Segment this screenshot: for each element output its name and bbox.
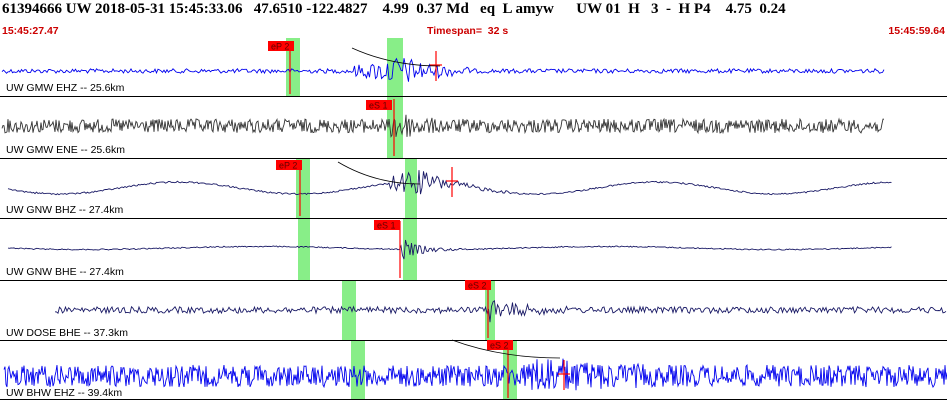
pick-window-highlight	[387, 38, 403, 96]
seismic-trace[interactable]	[1, 114, 885, 138]
phase-pick-label: eP 2	[279, 161, 297, 171]
seismic-trace[interactable]	[54, 299, 947, 323]
seismic-trace[interactable]	[1, 57, 885, 82]
event-summary-line: 61394666 UW 2018-05-31 15:45:33.06 47.65…	[2, 1, 786, 17]
coda-envelope-curve	[351, 47, 441, 67]
pick-window-highlight	[403, 218, 417, 280]
channel-label: UW GMW EHZ -- 25.6km	[6, 82, 125, 94]
timespan-label: Timespan= 32 s	[427, 25, 509, 37]
pick-window-highlight	[298, 218, 310, 280]
phase-pick-tag[interactable]	[268, 41, 294, 51]
phase-pick-label: eS 2	[468, 281, 487, 291]
channel-label: UW DOSE BHE -- 37.3km	[6, 327, 128, 339]
phase-pick-tag[interactable]	[276, 160, 302, 170]
pick-window-highlight	[485, 280, 495, 340]
pick-window-highlight	[342, 280, 356, 340]
coda-envelope-curve	[337, 161, 421, 185]
seismogram-panel[interactable]: eP 2 UW GMW EHZ -- 25.6km eS 1 UW GMW ENE -…	[0, 38, 947, 400]
channel-label: UW GNW BHE -- 27.4km	[6, 266, 124, 278]
phase-pick-tag[interactable]	[487, 340, 513, 350]
end-time-label: 15:45:59.64	[888, 25, 945, 37]
seismic-trace[interactable]	[7, 170, 892, 196]
phase-pick-label: eP 2	[271, 42, 289, 52]
phase-pick-tag[interactable]	[366, 100, 392, 110]
phase-pick-tag[interactable]	[374, 220, 400, 230]
seismic-trace[interactable]	[3, 358, 947, 391]
phase-pick-label: eS 1	[369, 101, 388, 111]
seismic-trace[interactable]	[7, 239, 892, 260]
channel-label: UW BHW EHZ -- 39.4km	[6, 387, 122, 399]
phase-pick-label: eS 1	[377, 221, 396, 231]
time-bar: 15:45:27.47 Timespan= 32 s 15:45:59.64	[0, 24, 947, 38]
phase-pick-tag[interactable]	[465, 280, 491, 290]
phase-pick-label: eS 2	[490, 341, 509, 351]
pick-window-highlight	[351, 340, 365, 400]
channel-label: UW GNW BHZ -- 27.4km	[6, 204, 124, 216]
event-header: 61394666 UW 2018-05-31 15:45:33.06 47.65…	[0, 0, 947, 24]
coda-envelope-curve	[451, 339, 561, 359]
start-time-label: 15:45:27.47	[2, 25, 59, 37]
channel-label: UW GMW ENE -- 25.6km	[6, 144, 125, 156]
